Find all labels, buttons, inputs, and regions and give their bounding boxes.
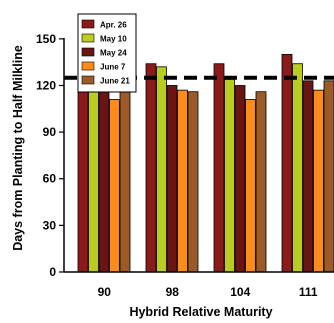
x-axis-title: Hybrid Relative Maturity (129, 305, 272, 319)
y-ticks: 0 30 60 90 120 150 (36, 32, 64, 279)
y-tick-label: 0 (49, 265, 56, 279)
x-tick-label: 90 (98, 285, 112, 299)
legend-swatch (81, 19, 95, 29)
bar-111-4 (323, 80, 334, 273)
legend-label: May 10 (100, 35, 127, 44)
bar-111-3 (313, 89, 324, 273)
bar-90-2 (98, 89, 110, 273)
bar-98-3 (177, 89, 188, 273)
x-tick-label: 98 (166, 285, 180, 299)
bars-layer (77, 54, 334, 273)
bar-111-1 (292, 63, 303, 273)
bar-90-3 (109, 99, 120, 273)
legend-swatch (81, 47, 95, 57)
legend-swatch (81, 33, 95, 43)
x-tick-label: 111 (299, 285, 318, 299)
bar-98-4 (187, 91, 199, 273)
y-tick-label: 90 (43, 125, 57, 139)
bar-98-1 (156, 66, 167, 273)
bar-98-2 (166, 85, 178, 273)
y-tick-label: 30 (43, 218, 57, 232)
legend-label: May 24 (100, 49, 127, 58)
y-tick-label: 120 (36, 78, 56, 92)
legend-label: Apr. 26 (100, 21, 127, 30)
bar-104-0 (213, 63, 225, 273)
y-tick-label: 150 (36, 32, 56, 46)
x-ticks: 90 98 104 111 (98, 285, 318, 299)
bar-111-0 (281, 54, 293, 273)
legend: Apr. 26 May 10 May 24 June 7 June 21 (77, 13, 137, 93)
bar-111-2 (302, 80, 314, 273)
bar-104-3 (245, 99, 256, 273)
legend-swatch (81, 75, 95, 85)
legend-label: June 7 (100, 63, 126, 72)
bar-104-1 (224, 78, 235, 273)
x-tick-label: 104 (230, 285, 250, 299)
bar-90-0 (77, 74, 89, 273)
bar-104-2 (234, 85, 246, 273)
bar-104-4 (255, 91, 267, 273)
bar-90-4 (119, 91, 131, 273)
bar-98-0 (145, 63, 157, 273)
legend-label: June 21 (100, 77, 130, 86)
y-axis-title: Days from Planting to Half Milkline (11, 45, 25, 251)
bar-90-1 (88, 85, 99, 273)
legend-swatch (81, 61, 95, 71)
y-tick-label: 60 (43, 172, 57, 186)
